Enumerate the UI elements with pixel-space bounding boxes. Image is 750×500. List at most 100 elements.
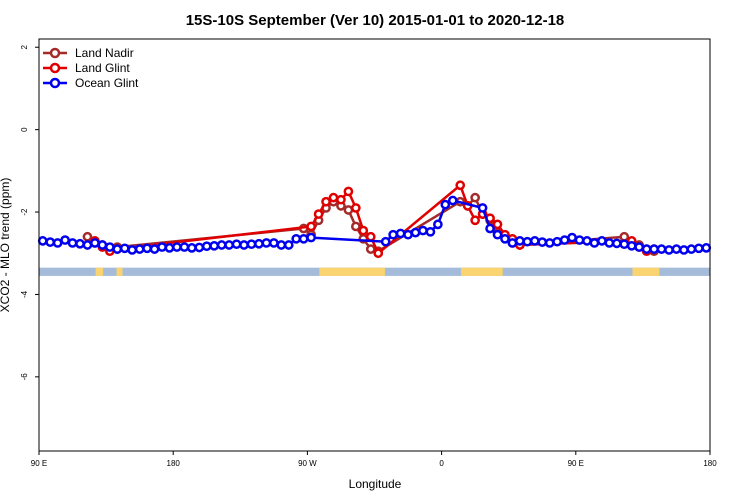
series-1-point-6 [321, 196, 331, 207]
series-2-point-72 [664, 245, 674, 255]
x-tick-label-1: 180 [167, 459, 181, 468]
x-axis-label: Longitude [349, 477, 402, 491]
x-tick-label-0: 90 E [31, 459, 47, 468]
series-2-point-29 [254, 238, 264, 249]
series-2-point-74 [679, 245, 689, 255]
series-2-point-55 [537, 237, 548, 247]
series-2-point-68 [634, 242, 645, 252]
series-2-point-24 [216, 240, 227, 250]
series-1-point-16 [470, 215, 480, 226]
series-1-point-4 [306, 221, 316, 232]
legend-label-2: Ocean Glint [75, 76, 139, 90]
series-2-point-31 [269, 238, 279, 248]
series-2-point-41 [410, 227, 421, 238]
legend-label-1: Land Glint [75, 61, 130, 75]
y-tick-label-2: -2 [20, 208, 29, 216]
series-2-point-7 [90, 238, 100, 248]
series-2-point-8 [97, 240, 108, 250]
series-2-point-60 [574, 235, 585, 245]
series-2-point-19 [179, 242, 190, 252]
series-2-point-63 [597, 236, 607, 246]
series-2-point-38 [388, 229, 398, 240]
series-2-point-35 [298, 233, 309, 244]
surface-bar-land-0 [95, 267, 104, 276]
series-2-point-30 [261, 238, 272, 248]
series-2-point-71 [656, 244, 667, 254]
series-1-point-10 [351, 203, 361, 213]
series-2-point-61 [582, 236, 592, 246]
series-2-point-12 [127, 245, 138, 255]
series-2-point-6 [82, 240, 93, 250]
series-2-point-23 [209, 240, 220, 251]
series-2-point-67 [626, 240, 637, 251]
legend-label-0: Land Nadir [75, 46, 134, 60]
series-2-point-50 [500, 233, 510, 244]
series-2-point-1 [45, 237, 56, 247]
series-1-point-9 [343, 186, 354, 197]
series-2-point-26 [231, 239, 242, 250]
series-2-point-77 [701, 243, 712, 253]
y-tick-label-4: -6 [20, 373, 29, 381]
series-2-point-65 [611, 238, 622, 249]
series-2-point-39 [395, 228, 406, 239]
series-2-point-46 [447, 195, 458, 206]
x-tick-label-3: 0 [439, 459, 444, 468]
series-1-point-7 [328, 192, 339, 203]
series-2-point-21 [194, 242, 205, 253]
series-2-point-70 [649, 244, 659, 254]
series-2-point-20 [186, 243, 197, 253]
series-2-point-27 [239, 240, 249, 250]
series-2-point-16 [157, 242, 167, 252]
legend-marker-2 [49, 77, 61, 89]
series-2-point-43 [425, 226, 436, 237]
series-0-point-18 [470, 192, 480, 203]
series-0-point-14 [365, 244, 376, 254]
surface-bar-land-3 [460, 267, 503, 276]
series-2-point-66 [619, 239, 630, 250]
legend-marker-1 [49, 62, 61, 74]
y-tick-label-1: 0 [20, 127, 29, 132]
series-2-point-62 [589, 238, 600, 248]
series-1-point-13 [373, 248, 384, 259]
y-tick-label-0: 2 [20, 44, 29, 49]
series-2-point-28 [246, 239, 257, 250]
series-2-point-57 [552, 236, 563, 247]
series-1-point-8 [336, 194, 346, 205]
series-2-point-45 [440, 199, 451, 210]
series-2-point-69 [641, 244, 652, 254]
series-2-point-11 [119, 243, 130, 254]
series-2-point-14 [142, 243, 152, 254]
series-2-point-59 [567, 232, 577, 243]
series-0-point-0 [82, 231, 93, 242]
series-1-point-14 [455, 180, 466, 191]
surface-bar [39, 267, 710, 276]
series-2-point-42 [418, 225, 428, 236]
series-1-point-5 [313, 209, 324, 219]
series-1-point-11 [358, 225, 369, 236]
series-2-point-54 [529, 236, 540, 246]
series-2 [37, 195, 712, 255]
series-2-point-48 [485, 223, 495, 234]
series-2-point-32 [276, 240, 287, 250]
y-tick-label-3: -4 [20, 290, 29, 298]
x-tick-label-4: 90 E [568, 459, 584, 468]
series-2-point-56 [544, 238, 555, 248]
series-2-point-18 [172, 242, 182, 252]
series-2-point-53 [522, 236, 533, 247]
series-2-point-10 [112, 244, 123, 254]
series-1-point-19 [492, 219, 503, 230]
series-2-point-49 [492, 229, 503, 240]
series-2-point-40 [403, 229, 413, 240]
series-2-point-17 [164, 243, 175, 253]
series-2-point-36 [306, 232, 316, 243]
surface-bar-land-1 [116, 267, 123, 276]
series-2-point-44 [433, 219, 443, 230]
series-2-point-15 [149, 244, 160, 254]
series-layer [37, 180, 712, 259]
series-2-point-5 [75, 238, 85, 249]
x-axis: 90 E 180 90 W 0 90 E 180 [31, 451, 717, 468]
series-2-point-4 [67, 238, 78, 248]
series-2-point-0 [37, 236, 48, 246]
